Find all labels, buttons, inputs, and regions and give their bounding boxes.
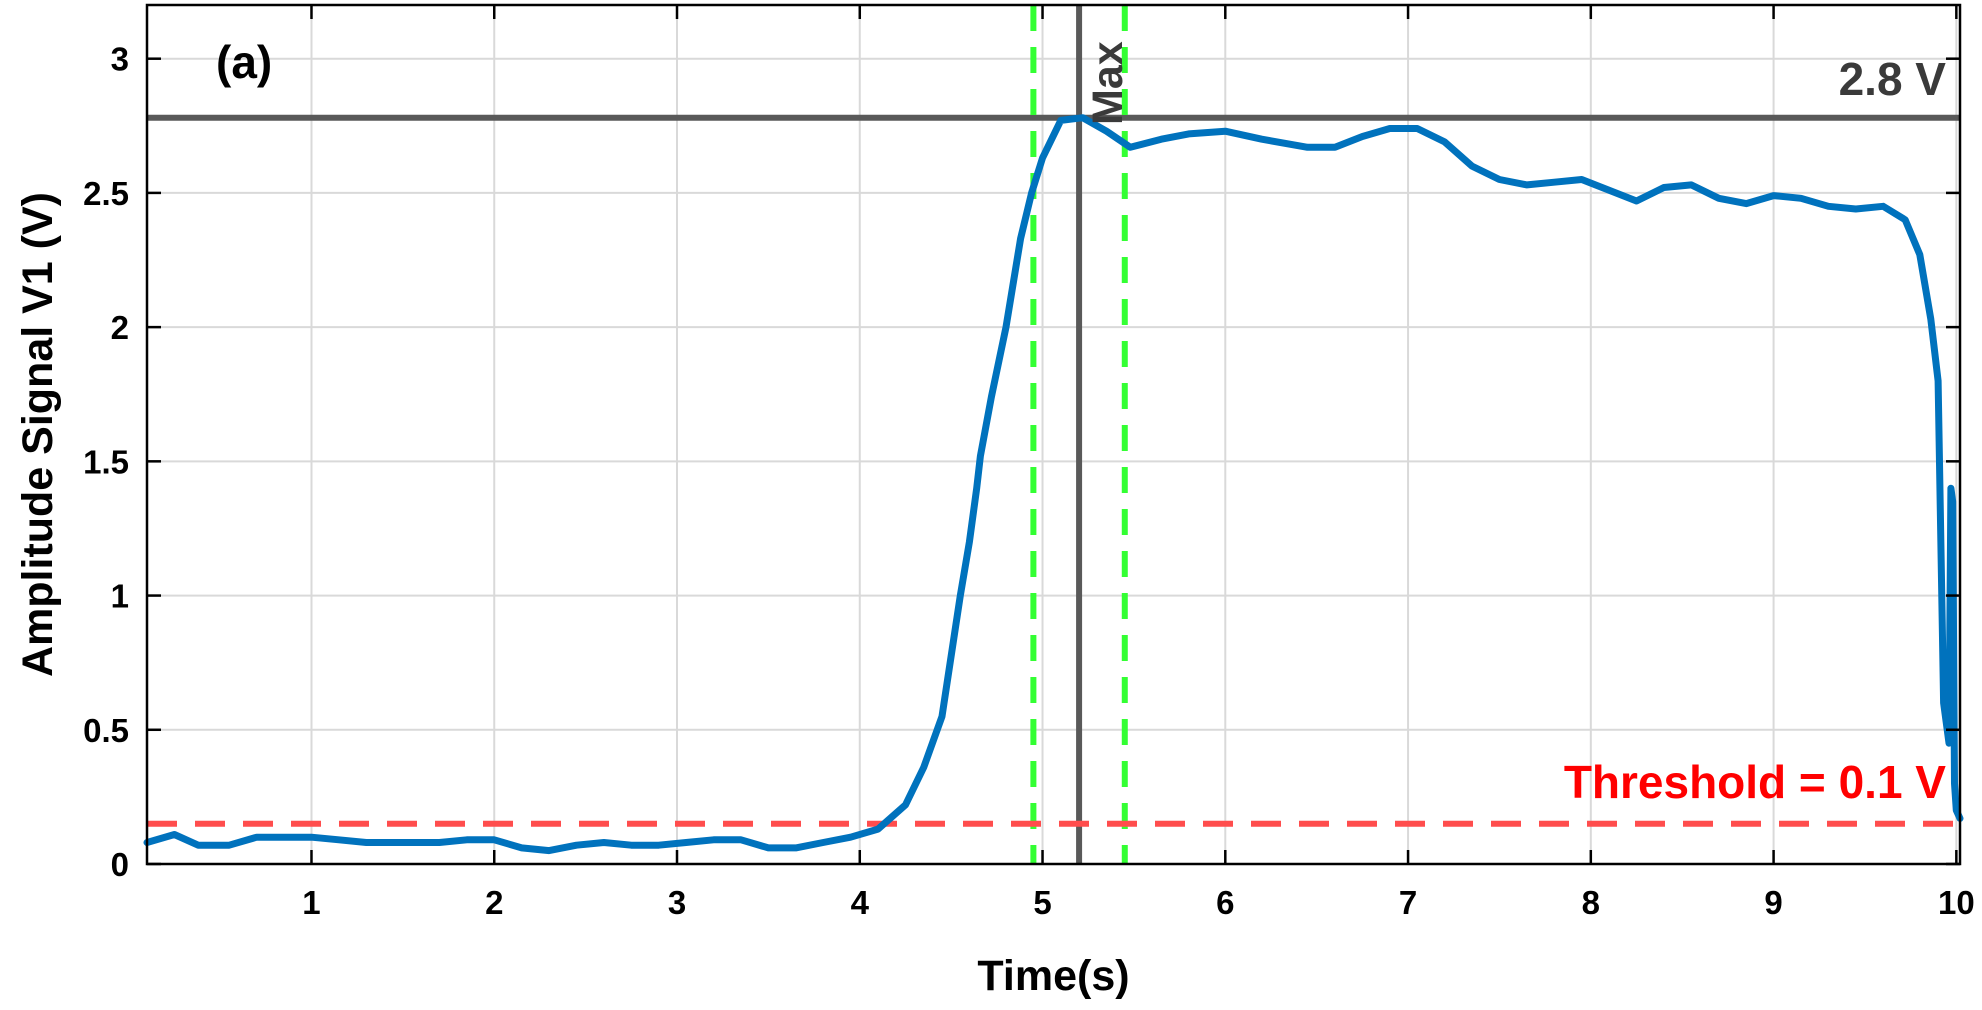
signal-line [143,114,1964,855]
x-tick-label: 5 [1033,884,1051,921]
plot-frame [145,3,1962,866]
y-tick-label: 2 [111,309,129,346]
y-tick-label: 2.5 [83,175,129,212]
max-value-label: 2.8 V [1839,53,1947,105]
threshold-label: Threshold = 0.1 V [1564,756,1946,808]
x-tick-label: 9 [1764,884,1782,921]
x-tick-label: 6 [1216,884,1234,921]
reference-lines [147,5,1960,864]
y-tick-label: 3 [111,41,129,78]
x-tick-label: 8 [1582,884,1600,921]
y-tick-labels: 0 0.5 1 1.5 2 2.5 3 [83,41,129,883]
x-tick-label: 2 [485,884,503,921]
y-tick-label: 0.5 [83,712,129,749]
y-tick-label: 1 [111,578,129,615]
panel-label: (a) [216,36,272,88]
series-layer [143,114,1964,855]
x-tick-label: 7 [1399,884,1417,921]
y-axis-label: Amplitude Signal V1 (V) [14,192,62,677]
x-tick-label: 4 [851,884,870,921]
y-tick-label: 1.5 [83,443,129,480]
tick-marks [147,5,1960,866]
x-tick-label: 3 [668,884,686,921]
max-time-label: Max [1084,41,1132,125]
x-tick-labels: 1 2 3 4 5 6 7 8 9 10 [302,884,1974,921]
x-axis-label: Time(s) [977,952,1129,1000]
y-tick-label: 0 [111,846,129,883]
x-tick-label: 10 [1938,884,1975,921]
x-tick-label: 1 [302,884,320,921]
